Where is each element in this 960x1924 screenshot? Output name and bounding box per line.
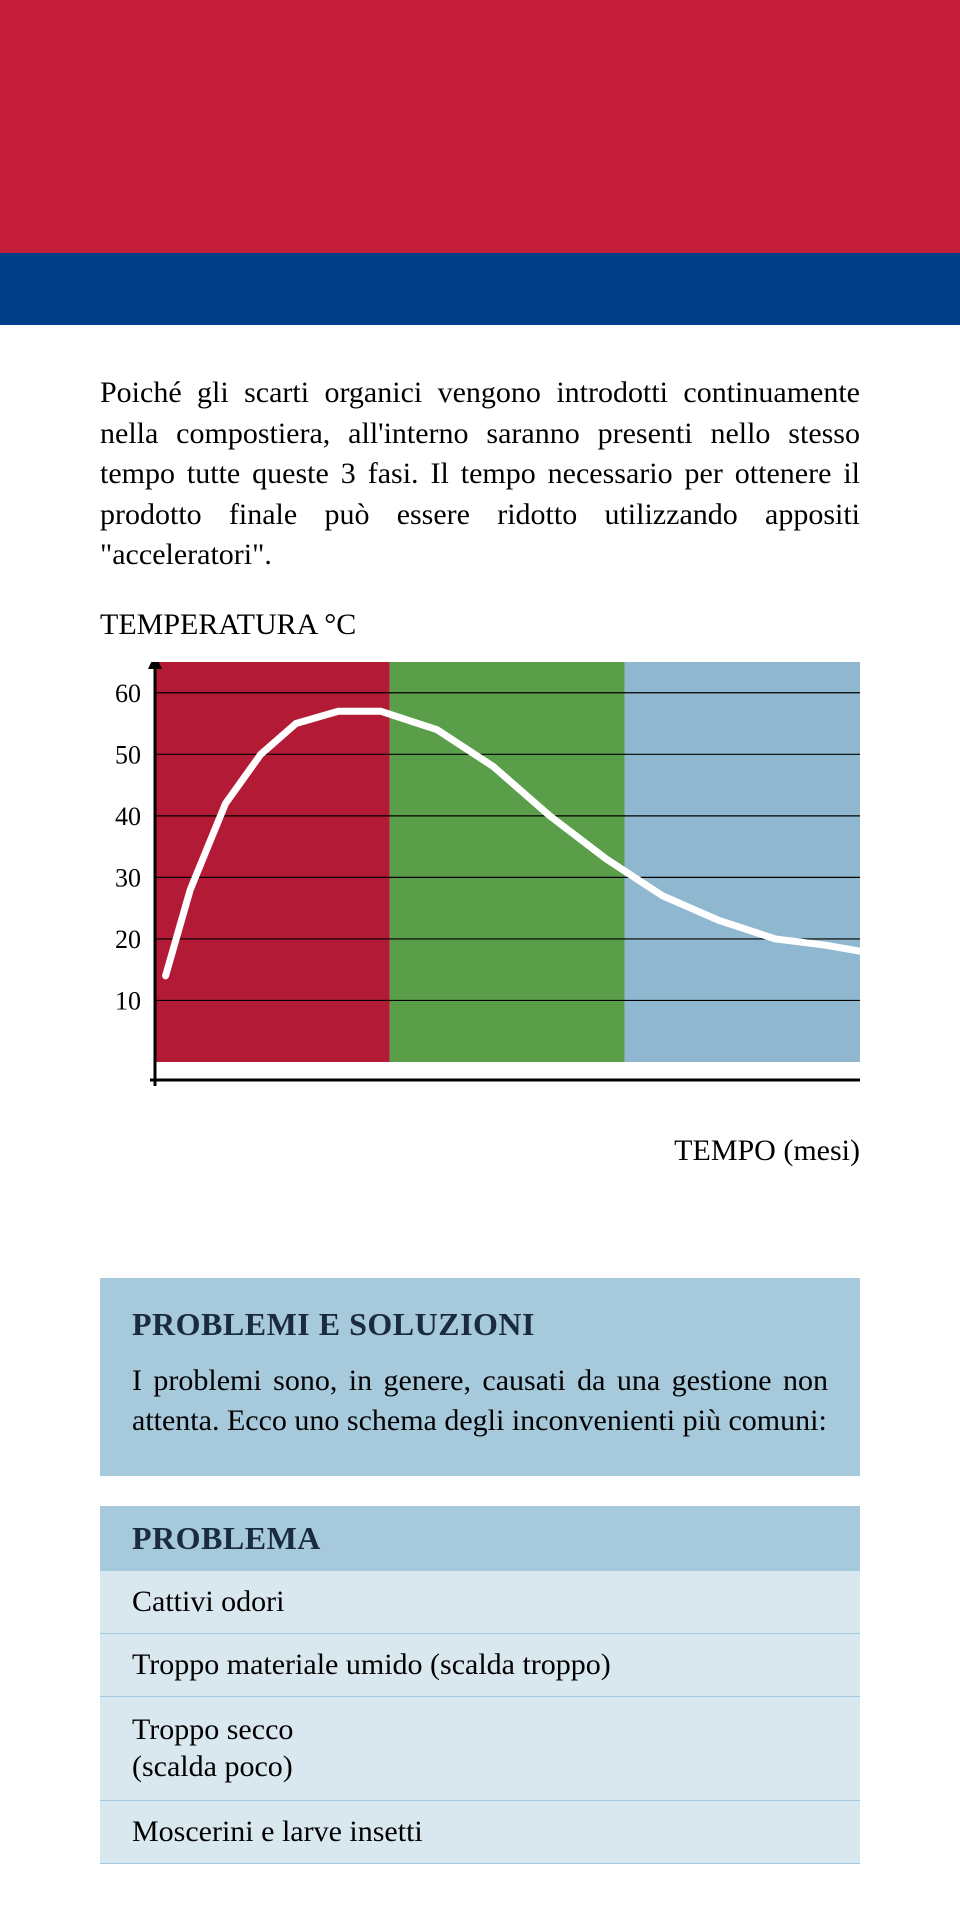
chart-y-axis-title: TEMPERATURA °C [100,608,860,642]
svg-text:40: 40 [115,801,141,830]
svg-text:60: 60 [115,678,141,707]
svg-text:20: 20 [115,924,141,953]
svg-text:50: 50 [115,740,141,769]
main-content: Poiché gli scarti organici vengono intro… [0,325,960,1864]
problems-section: PROBLEMI E SOLUZIONI I problemi sono, in… [100,1278,860,1476]
intro-paragraph: Poiché gli scarti organici vengono intro… [100,373,860,576]
svg-text:10: 10 [115,986,141,1015]
table-row: Moscerini e larve insetti [100,1801,860,1864]
section-title: PROBLEMI E SOLUZIONI [132,1306,828,1343]
table-row: Troppo secco(scalda poco) [100,1697,860,1801]
table-header: PROBLEMA [100,1506,860,1571]
table-row: Cattivi odori [100,1571,860,1634]
header-blue-band [0,253,960,325]
problems-table: PROBLEMA Cattivi odoriTroppo materiale u… [100,1506,860,1864]
table-row: Troppo materiale umido (scalda troppo) [100,1634,860,1697]
svg-text:30: 30 [115,863,141,892]
chart-svg: 10 20 30 40 50 60 [100,662,860,1122]
header-red-band [0,0,960,253]
temperature-chart: 10 20 30 40 50 60 [100,662,860,1122]
chart-x-axis-label: TEMPO (mesi) [100,1134,860,1168]
section-body: I problemi sono, in genere, causati da u… [132,1361,828,1442]
